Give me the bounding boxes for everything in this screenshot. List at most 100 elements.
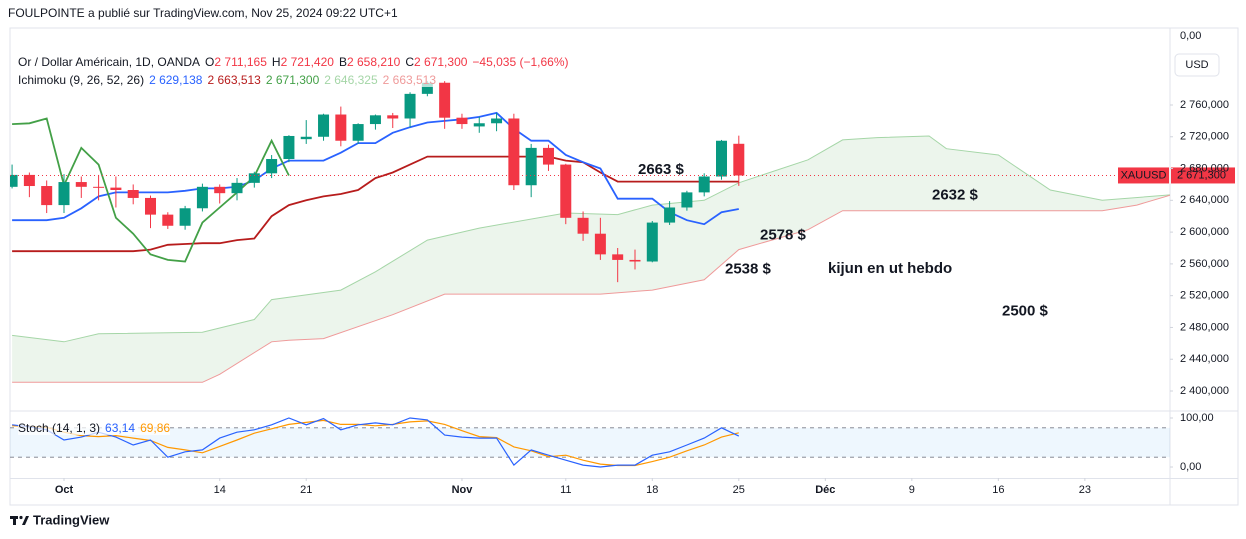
candle-body — [369, 115, 381, 125]
candle-body — [716, 140, 728, 177]
currency[interactable]: USD — [1185, 59, 1208, 71]
y-tick-label: 2 640,000 — [1180, 194, 1229, 206]
price-pane — [10, 81, 1170, 383]
candle-body — [594, 233, 606, 255]
x-tick-label: 25 — [733, 484, 745, 496]
candle-body — [127, 190, 139, 198]
candle-body — [300, 136, 312, 140]
x-tick-label: 16 — [992, 484, 1004, 496]
stoch-band — [10, 427, 1170, 458]
level-label: 2538 $ — [725, 260, 772, 277]
candle-body — [456, 117, 468, 125]
level-label: 2632 $ — [932, 187, 979, 204]
note: kijun en ut hebdo — [828, 260, 952, 277]
indicator-readout: 2 646,325 — [324, 73, 378, 87]
legend-main: Or / Dollar Américain, 1D, OANDA O2 711,1… — [18, 55, 569, 69]
legend-change: −45,035 (−1,66%) — [472, 55, 569, 69]
candle-body — [508, 118, 520, 186]
ichimoku-line — [12, 194, 1170, 383]
candle-body — [542, 147, 554, 165]
y-tick-label: 100,00 — [1180, 412, 1214, 424]
candle-body — [612, 254, 624, 260]
candle-body — [248, 173, 260, 183]
legend-value: 2 671,300 — [414, 55, 468, 69]
cloud — [12, 136, 1170, 383]
candle-body — [733, 143, 745, 176]
legend-item: B2 658,210 — [339, 55, 400, 69]
candle-body — [387, 115, 399, 119]
symbol-label: XAUUSD — [1121, 169, 1167, 181]
y-tick-label: 2 400,000 — [1180, 385, 1229, 397]
candle-body — [491, 118, 503, 124]
candle-body — [352, 124, 364, 141]
legend-item: C2 671,300 — [405, 55, 467, 69]
candle-body — [231, 182, 243, 194]
y-tick-label: 2 520,000 — [1180, 290, 1229, 302]
x-tick-label: 9 — [909, 484, 915, 496]
x-tick-label: 11 — [560, 484, 571, 496]
y-tick-label: 2 560,000 — [1180, 258, 1229, 270]
candle-body — [196, 186, 208, 209]
price-badge — [1171, 167, 1235, 184]
candle-body — [664, 207, 676, 223]
y-tick-label: 2 600,000 — [1180, 226, 1229, 238]
candle-body — [439, 82, 451, 118]
x-tick-label: Déc — [815, 484, 835, 496]
symbol-badge — [1118, 167, 1169, 184]
y-tick-label: 2 480,000 — [1180, 321, 1229, 333]
ichimoku-line — [12, 117, 290, 263]
legend-value: 2 711,165 — [214, 55, 267, 69]
x-tick-label: Nov — [452, 484, 474, 496]
y-tick-label: 2 440,000 — [1180, 353, 1229, 365]
candle-body — [629, 259, 641, 262]
legend-key: O — [205, 55, 215, 69]
y-tick-label: 2 720,000 — [1180, 131, 1229, 143]
header: FOULPOINTE a publié sur TradingView.com,… — [8, 6, 398, 20]
candle-body — [698, 176, 710, 193]
stoch-readout: 63,14 — [105, 421, 136, 435]
candle-body — [41, 186, 53, 206]
candle-body — [525, 147, 537, 186]
stoch-title: Stoch (14, 1, 3) — [18, 421, 101, 435]
legend-ichimoku: Ichimoku (9, 26, 52, 26) 2 629,138 2 663,5… — [18, 73, 437, 87]
y-tick-label: 2 680,000 — [1180, 162, 1229, 174]
indicator-readout: 2 663,513 — [207, 73, 261, 87]
candle-body — [110, 187, 122, 191]
candle-body — [10, 174, 18, 187]
candle-body — [646, 222, 658, 262]
candle-body — [58, 182, 70, 206]
candle-body — [23, 174, 35, 187]
level-label: 2500 $ — [1002, 303, 1049, 320]
indicator-title: Ichimoku (9, 26, 52, 26) — [18, 73, 145, 87]
currency-button[interactable] — [1174, 53, 1220, 77]
candle-body — [179, 208, 191, 226]
legend-value: 2 658,210 — [346, 55, 401, 69]
candle-body — [145, 197, 157, 215]
level-label: 2663 $ — [638, 161, 685, 178]
ichimoku-line — [12, 135, 1170, 343]
legend-item: O2 711,165 — [205, 55, 267, 69]
ichimoku-line — [12, 155, 739, 253]
candle-body — [473, 123, 485, 127]
legend-stoch: Stoch (14, 1, 3) 63,14 69,86 — [18, 421, 171, 435]
stoch-pane — [10, 417, 1170, 468]
indicator-readout: 2 629,138 — [149, 73, 203, 87]
candle-body — [681, 192, 693, 208]
candle-body — [93, 186, 105, 188]
frame — [9, 27, 1239, 506]
price-label: 2 671,300 — [1177, 169, 1226, 181]
candle-body — [266, 159, 278, 174]
level-label: 2578 $ — [760, 227, 807, 244]
stoch-line — [12, 417, 740, 468]
candle-body — [75, 182, 87, 187]
candle-body — [577, 217, 589, 234]
logo: TradingView — [10, 512, 110, 527]
candle-body — [404, 93, 416, 119]
candle-body — [421, 82, 433, 94]
indicator-readout: 2 671,300 — [265, 73, 320, 87]
x-tick-label: 21 — [300, 484, 312, 496]
legend-title: Or / Dollar Américain, 1D, OANDA — [18, 55, 201, 69]
candle-body — [214, 186, 226, 194]
top-label: 0,00 — [1180, 30, 1201, 42]
